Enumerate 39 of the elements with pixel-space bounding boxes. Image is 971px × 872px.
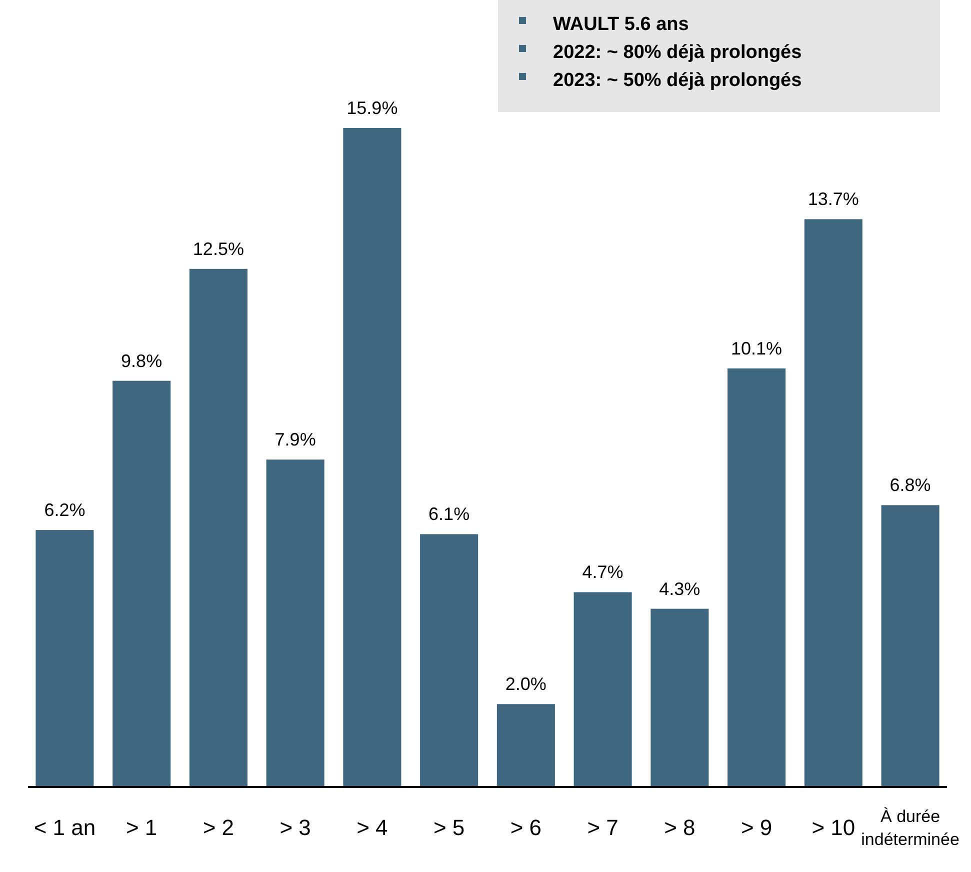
x-tick-label: > 7 (587, 815, 618, 840)
text: 2022: ~ 80% déjà prolongés (553, 42, 802, 63)
data-label: 4.7% (582, 562, 624, 582)
data-label: 4.3% (659, 578, 700, 599)
bar (804, 219, 862, 787)
data-label: 6.8% (890, 475, 931, 496)
data-label: 2.0% (505, 674, 546, 694)
x-tick-label: > 8 (664, 815, 696, 840)
bar (266, 460, 324, 787)
x-tick-label: > 9 (740, 815, 772, 840)
bar (728, 368, 786, 787)
bar (112, 380, 171, 787)
x-tick-label: > 4 (356, 815, 388, 840)
x-tick-label: > 3 (280, 815, 311, 840)
data-label: 15.9% (346, 98, 398, 118)
bar (496, 704, 555, 787)
data-label: 9.8% (121, 350, 162, 371)
data-label: 6.2% (44, 500, 86, 520)
x-tick-label: > 1 (126, 815, 158, 840)
data-label: 13.7% (808, 189, 859, 210)
text: WAULT 5.6 ans (553, 14, 689, 35)
x-tick-label: > 2 (202, 815, 234, 840)
data-label: 7.9% (274, 430, 316, 450)
bar (574, 592, 632, 787)
data-label: 6.1% (428, 504, 470, 524)
text: 2023: ~ 50% déjà prolongés (553, 70, 802, 91)
data-label: 10.1% (731, 338, 782, 358)
bar (420, 534, 478, 787)
x-tick-label: > 6 (510, 815, 542, 840)
x-tick-label: > 5 (433, 815, 465, 840)
x-tick-label: < 1 an (34, 815, 96, 840)
bar (189, 268, 248, 787)
bar (36, 530, 94, 787)
data-label: 12.5% (192, 238, 244, 259)
bar (343, 128, 402, 787)
bar (650, 608, 709, 787)
x-tick-label: > 10 (812, 815, 856, 840)
x-tick-label: À durée indéterminée (861, 807, 960, 849)
bar (881, 505, 940, 787)
